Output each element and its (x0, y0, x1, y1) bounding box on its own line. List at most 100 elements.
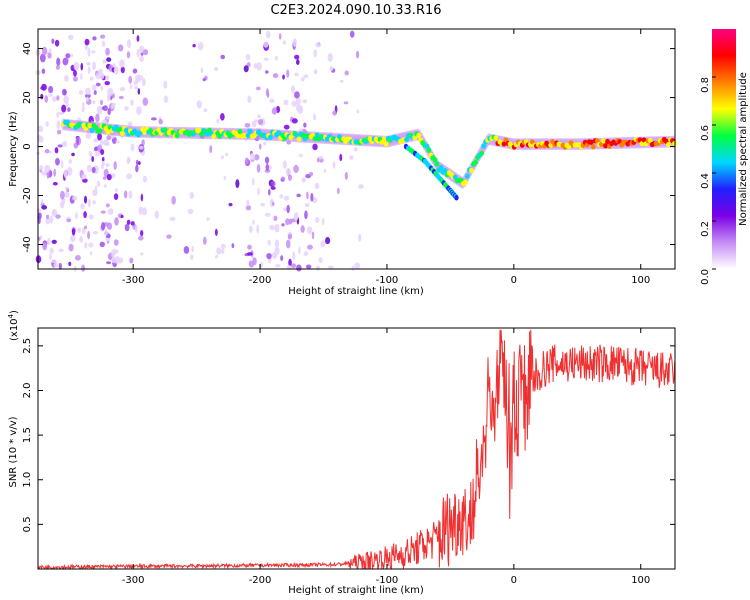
heatmap-noise-blob (55, 157, 60, 166)
heatmap-noise-blob (60, 190, 65, 200)
heatmap-noise-blob (41, 205, 48, 210)
heatmap-noise-blob (126, 173, 132, 180)
heatmap-noise-blob (269, 98, 275, 103)
heatmap-noise-blob (49, 215, 54, 224)
heatmap-ridge-cell (97, 128, 103, 134)
heatmap-noise-blob (102, 59, 107, 64)
heatmap-noise-blob (37, 125, 44, 133)
heatmap-noise-blob (128, 190, 133, 199)
heatmap-ridge-cell (174, 133, 180, 139)
heatmap-noise-blob (267, 239, 271, 246)
heatmap-noise-blob (244, 157, 249, 165)
heatmap-noise-blob (294, 54, 300, 60)
colorbar-tick-label: 0.2 (700, 221, 711, 237)
heatmap-noise-blob (245, 205, 252, 211)
heatmap-noise-blob (84, 93, 91, 99)
heatmap-noise-blob (100, 210, 106, 214)
heatmap-noise-blob (87, 198, 91, 208)
heatmap-noise-blob (77, 227, 82, 233)
heatmap-noise-blob (274, 264, 281, 268)
heatmap-frame (37, 28, 676, 270)
heatmap-noise-blob (150, 117, 157, 121)
heatmap-noise-blob (220, 54, 226, 60)
heatmap-ridge-cell (462, 179, 468, 185)
heatmap-ridge-cell (89, 127, 95, 134)
heatmap-noise-blob (42, 242, 48, 251)
heatmap-ridge-cell (381, 136, 387, 142)
heatmap-noise-blob (286, 204, 290, 214)
heatmap-ridge-cell (647, 137, 653, 144)
heatmap-noise-blob (95, 72, 102, 80)
heatmap-noise-blob (113, 161, 117, 170)
heatmap-ridge-cell (105, 129, 111, 135)
heatmap-noise-blob (135, 159, 139, 166)
heatmap-noise-blob (315, 42, 322, 48)
heatmap-noise-blob (107, 108, 111, 116)
heatmap-noise-blob (280, 255, 284, 262)
heatmap-noise-blob (85, 96, 89, 102)
heatmap-noise-blob (354, 262, 361, 270)
heatmap-ridge-cell (162, 127, 168, 133)
heatmap-noise-blob (99, 34, 106, 39)
heatmap-noise-blob (357, 233, 362, 242)
heatmap-noise-blob (270, 186, 276, 190)
heatmap-ridge-cell (469, 167, 474, 174)
heatmap-noise-blob (100, 138, 104, 147)
heatmap-noise-blob (286, 69, 290, 78)
heatmap-noise-blob (84, 242, 88, 249)
heatmap-noise-blob (282, 74, 285, 80)
heatmap-noise-blob (288, 258, 292, 267)
heatmap-noise-blob (140, 229, 144, 237)
x-tick-label: -200 (249, 575, 272, 586)
heatmap-noise-blob (38, 215, 41, 225)
heatmap-noise-blob (154, 210, 159, 219)
heatmap-noise-blob (244, 122, 251, 128)
heatmap-noise-blob (300, 225, 305, 233)
heatmap-noise-blob (223, 175, 227, 181)
heatmap-noise-blob (107, 208, 114, 215)
heatmap-noise-blob (269, 224, 275, 231)
heatmap-noise-blob (68, 243, 74, 252)
heatmap-noise-blob (113, 193, 119, 201)
heatmap-noise-blob (332, 161, 336, 169)
heatmap-ridge-cell (424, 143, 430, 149)
heatmap-noise-blob (78, 90, 84, 95)
heatmap-noise-blob (106, 57, 112, 62)
heatmap-noise-blob (89, 76, 94, 81)
heatmap-noise-blob (225, 152, 229, 157)
heatmap-noise-blob (256, 164, 261, 173)
heatmap-noise-blob (106, 135, 112, 141)
heatmap-noise-blob (142, 97, 149, 106)
heatmap-noise-blob (353, 147, 358, 152)
heatmap-noise-blob (138, 235, 144, 241)
heatmap-noise-blob (64, 186, 68, 190)
heatmap-noise-blob (332, 110, 337, 116)
heatmap-noise-blob (134, 85, 139, 90)
heatmap-ridge-cell (416, 132, 422, 139)
heatmap-noise-blob (115, 140, 120, 144)
heatmap-noise-blob (105, 47, 110, 56)
heatmap-noise-blob (293, 164, 299, 173)
heatmap-noise-blob (83, 211, 87, 219)
x-tick-label: -300 (122, 275, 145, 286)
heatmap-noise-blob (61, 141, 68, 147)
heatmap-noise-blob (126, 219, 131, 225)
colorbar-tick-label: 0.4 (700, 173, 711, 189)
heatmap-noise-blob (142, 49, 149, 56)
x-tick-label: -300 (122, 575, 145, 586)
heatmap-noise-blob (63, 89, 67, 95)
heatmap-ridge-cell (426, 147, 432, 153)
heatmap-noise-blob (265, 30, 271, 39)
heatmap-noise-blob (296, 193, 301, 198)
heatmap-noise-blob (258, 143, 262, 150)
heatmap-noise-blob (45, 218, 51, 225)
line-y-scale: (x104) (7, 310, 20, 341)
colorbar: 0.0 0.2 0.4 0.6 0.8 Normalized spectral ampl… (700, 29, 749, 285)
heatmap-noise-blob (54, 147, 59, 154)
heatmap-noise-blob (291, 100, 297, 107)
heatmap-noise-blob (63, 95, 70, 104)
heatmap-ridge-cell (412, 135, 418, 141)
heatmap-noise-blob (296, 264, 302, 272)
heatmap-noise-blob (128, 75, 133, 84)
